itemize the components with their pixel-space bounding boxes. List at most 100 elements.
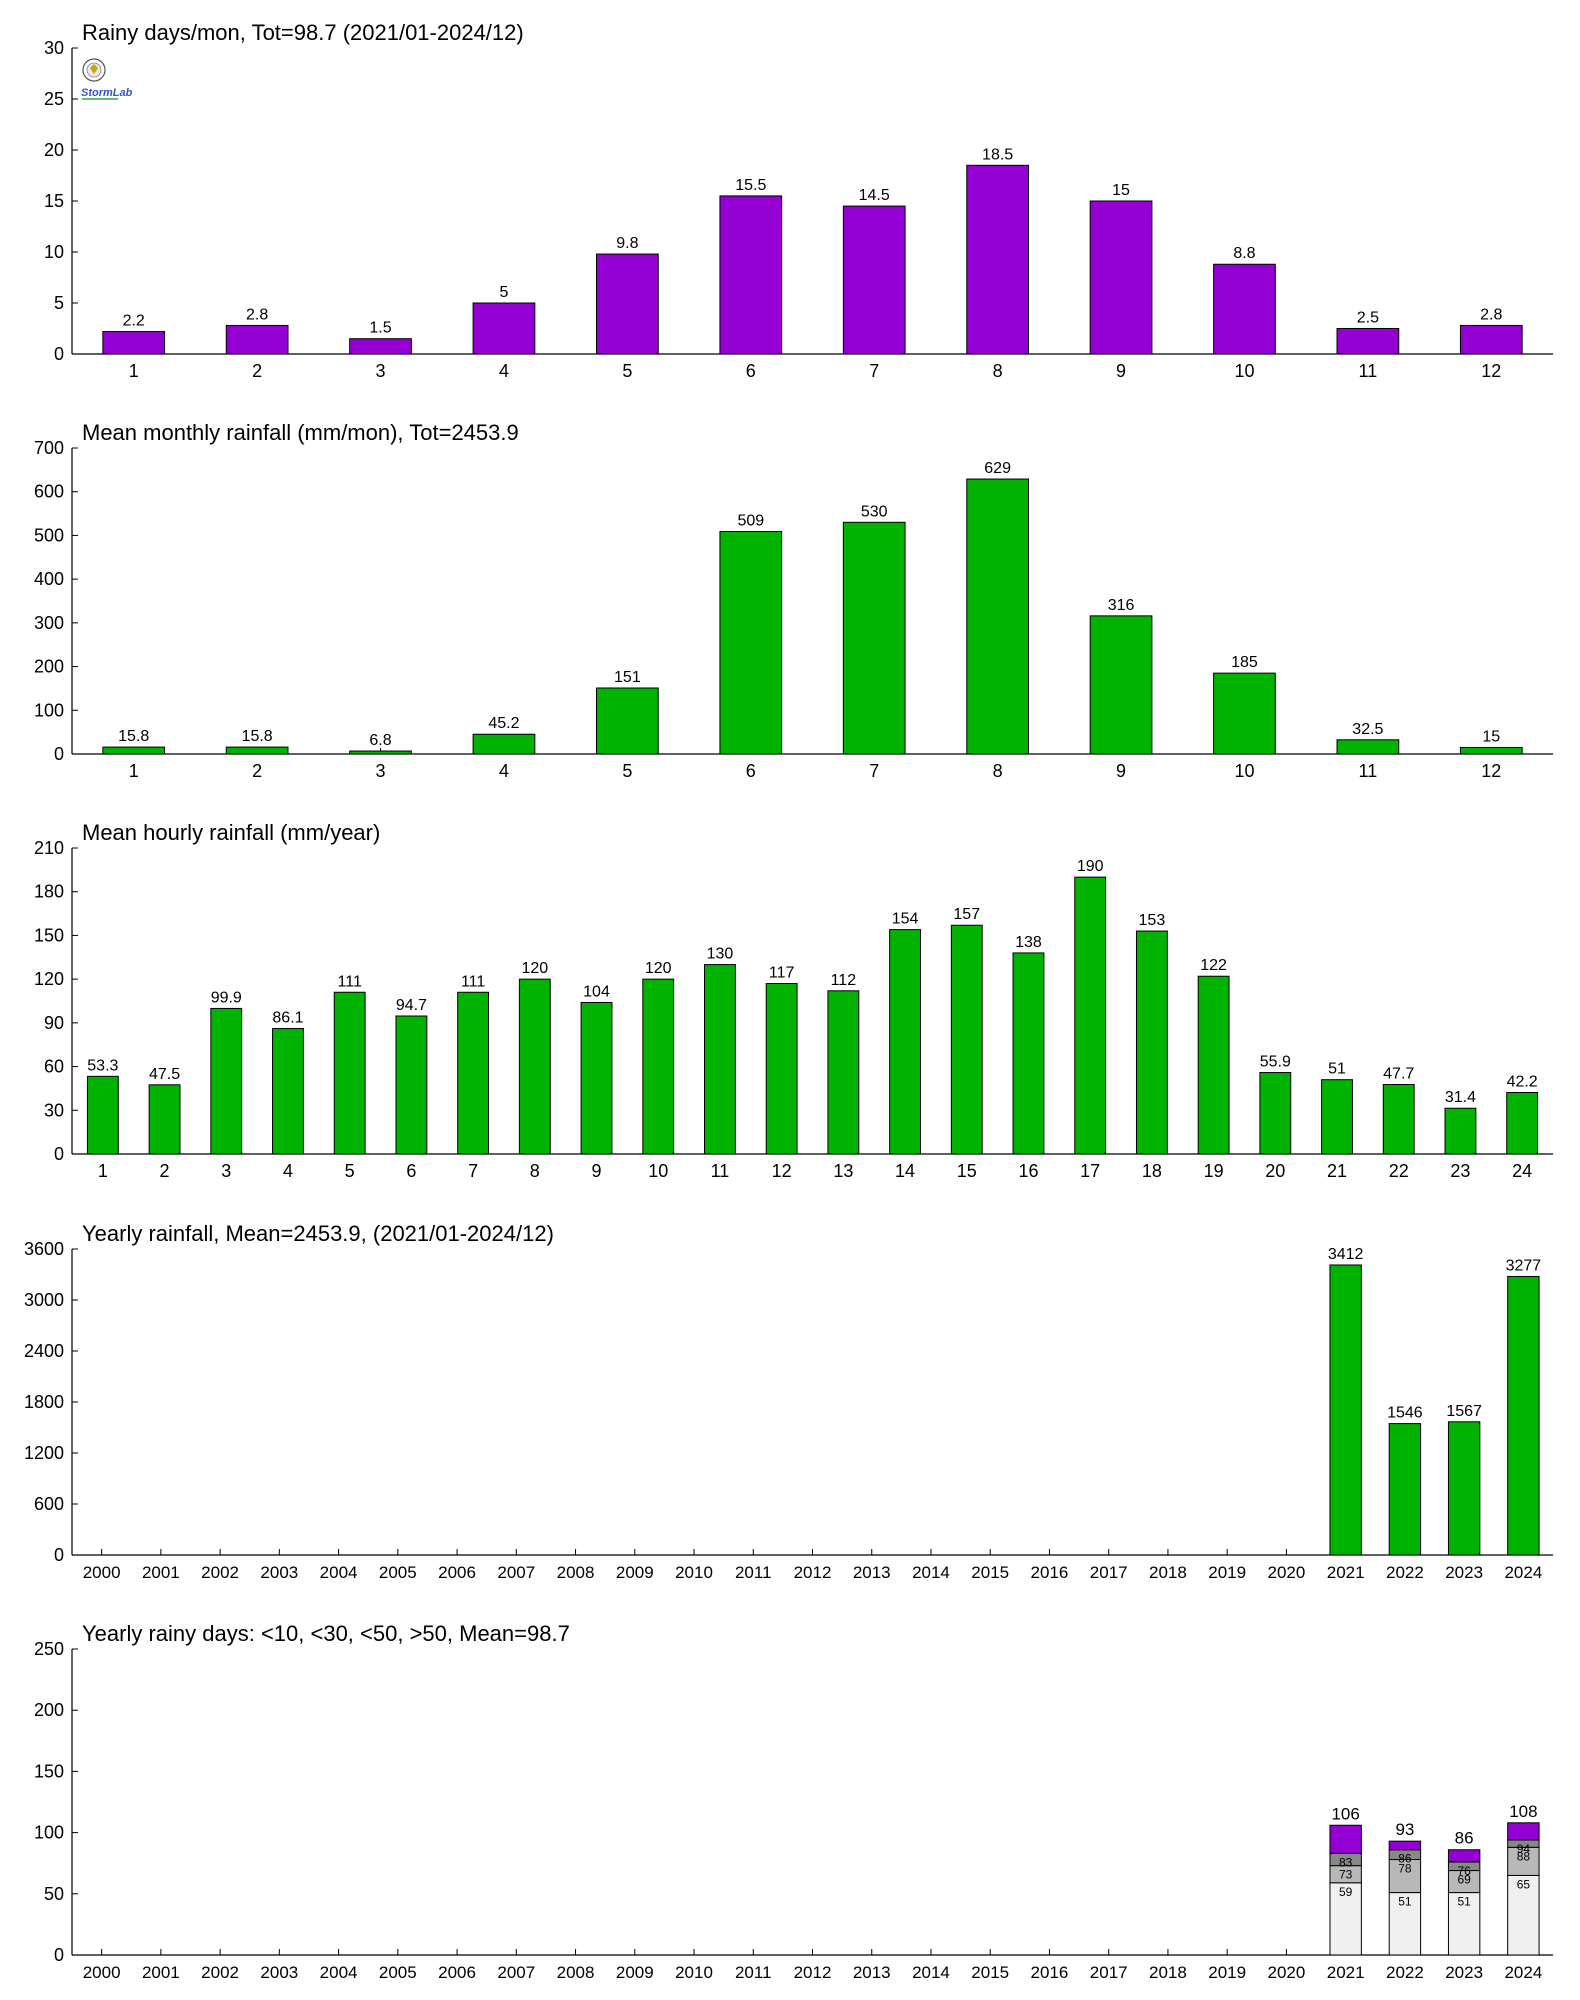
x-tick-label-yearly_rainy_days: 2013	[853, 1963, 891, 1982]
x-tick-label-hourly_rainfall: 18	[1142, 1161, 1162, 1181]
y-tick-label-yearly_rainy_days: 0	[54, 1945, 64, 1965]
bar-hourly_rainfall	[518, 978, 551, 1155]
total-label-yearly_rainy_days: 108	[1509, 1802, 1537, 1821]
x-tick-label-monthly_rainfall: 3	[376, 761, 386, 781]
x-tick-label-hourly_rainfall: 17	[1080, 1161, 1100, 1181]
data-label-hourly_rainfall: 154	[892, 911, 919, 928]
x-tick-label-monthly_rainfall: 8	[993, 761, 1003, 781]
x-tick-label-yearly_rainfall: 2008	[557, 1563, 595, 1582]
x-tick-label-monthly_rainfall: 6	[746, 761, 756, 781]
x-tick-label-rainy_days: 3	[376, 361, 386, 381]
x-tick-label-hourly_rainfall: 16	[1018, 1161, 1038, 1181]
x-tick-label-hourly_rainfall: 24	[1512, 1161, 1532, 1181]
data-label-rainy_days: 1.5	[369, 320, 391, 337]
data-label-rainy_days: 15.5	[735, 177, 766, 194]
x-tick-label-yearly_rainy_days: 2004	[320, 1963, 358, 1982]
x-tick-label-rainy_days: 12	[1481, 361, 1501, 381]
x-tick-label-hourly_rainfall: 3	[221, 1161, 231, 1181]
bar-rainy_days	[349, 338, 412, 355]
data-label-rainy_days: 2.8	[1480, 306, 1502, 323]
bar-hourly_rainfall	[1135, 930, 1168, 1155]
bar-hourly_rainfall	[1444, 1107, 1477, 1155]
bar-rainy_days	[472, 302, 536, 355]
y-tick-label-monthly_rainfall: 700	[34, 438, 64, 458]
x-tick-label-rainy_days: 11	[1359, 361, 1378, 381]
x-tick-label-hourly_rainfall: 12	[772, 1161, 792, 1181]
x-tick-label-yearly_rainy_days: 2014	[912, 1963, 950, 1982]
x-tick-label-yearly_rainy_days: 2006	[438, 1963, 476, 1982]
x-tick-label-hourly_rainfall: 8	[530, 1161, 540, 1181]
bar-hourly_rainfall	[457, 991, 490, 1155]
bar-monthly_rainfall	[842, 521, 906, 755]
y-tick-label-yearly_rainy_days: 100	[34, 1823, 64, 1843]
y-tick-label-yearly_rainfall: 0	[54, 1545, 64, 1565]
x-tick-label-yearly_rainy_days: 2016	[1031, 1963, 1069, 1982]
bar-hourly_rainfall	[889, 929, 921, 1155]
y-tick-label-yearly_rainy_days: 150	[34, 1761, 64, 1781]
data-label-monthly_rainfall: 32.5	[1352, 721, 1383, 738]
x-tick-label-yearly_rainfall: 2013	[853, 1563, 891, 1582]
segment-label-yearly_rainy_days: 88	[1517, 1849, 1531, 1863]
x-tick-label-yearly_rainfall: 2016	[1031, 1563, 1069, 1582]
data-label-monthly_rainfall: 15.8	[242, 728, 273, 745]
x-tick-label-yearly_rainy_days: 2005	[379, 1963, 417, 1982]
data-label-hourly_rainfall: 42.2	[1507, 1074, 1538, 1091]
data-label-hourly_rainfall: 86.1	[272, 1010, 303, 1027]
x-tick-label-yearly_rainfall: 2010	[675, 1563, 713, 1582]
stack-segment-yearly_rainy_days	[1388, 1840, 1422, 1851]
x-tick-label-monthly_rainfall: 4	[499, 761, 509, 781]
x-tick-label-yearly_rainfall: 2009	[616, 1563, 654, 1582]
x-tick-label-yearly_rainfall: 2004	[320, 1563, 358, 1582]
segment-label-yearly_rainy_days: 83	[1339, 1855, 1353, 1869]
y-tick-label-hourly_rainfall: 60	[44, 1057, 64, 1077]
data-label-hourly_rainfall: 51	[1328, 1061, 1346, 1078]
x-tick-label-yearly_rainy_days: 2019	[1208, 1963, 1246, 1982]
data-label-hourly_rainfall: 120	[645, 960, 672, 977]
stack-segment-yearly_rainy_days	[1507, 1874, 1540, 1956]
y-tick-label-yearly_rainfall: 3000	[24, 1290, 64, 1310]
x-tick-label-monthly_rainfall: 9	[1116, 761, 1126, 781]
data-label-hourly_rainfall: 157	[953, 906, 980, 923]
chart-title-rainy_days: Rainy days/mon, Tot=98.7 (2021/01-2024/1…	[82, 20, 524, 45]
bar-hourly_rainfall	[1382, 1083, 1415, 1155]
data-label-monthly_rainfall: 530	[861, 503, 888, 520]
data-label-rainy_days: 8.8	[1233, 245, 1255, 262]
x-tick-label-yearly_rainfall: 2024	[1504, 1563, 1542, 1582]
bar-hourly_rainfall	[1074, 876, 1107, 1155]
bar-hourly_rainfall	[1012, 952, 1045, 1155]
data-label-hourly_rainfall: 138	[1015, 934, 1042, 951]
bar-hourly_rainfall	[333, 991, 366, 1155]
data-label-monthly_rainfall: 6.8	[369, 732, 391, 749]
bar-rainy_days	[719, 195, 783, 355]
y-tick-label-rainy_days: 30	[44, 38, 64, 58]
bar-hourly_rainfall	[148, 1084, 181, 1155]
total-label-yearly_rainy_days: 93	[1395, 1820, 1414, 1839]
x-tick-label-yearly_rainy_days: 2018	[1149, 1963, 1187, 1982]
bar-rainy_days	[596, 253, 659, 355]
data-label-rainy_days: 5	[500, 284, 509, 301]
segment-label-yearly_rainy_days: 59	[1339, 1885, 1353, 1899]
data-label-rainy_days: 15	[1112, 182, 1130, 199]
bar-rainy_days	[966, 164, 1029, 355]
x-tick-label-yearly_rainfall: 2020	[1268, 1563, 1306, 1582]
x-tick-label-hourly_rainfall: 19	[1204, 1161, 1224, 1181]
x-tick-label-yearly_rainy_days: 2000	[83, 1963, 121, 1982]
stack-segment-yearly_rainy_days	[1507, 1846, 1540, 1876]
x-tick-label-yearly_rainfall: 2003	[260, 1563, 298, 1582]
bar-yearly_rainfall	[1329, 1264, 1362, 1556]
data-label-monthly_rainfall: 151	[614, 669, 641, 686]
y-tick-label-rainy_days: 25	[44, 89, 64, 109]
data-label-yearly_rainfall: 1567	[1446, 1403, 1482, 1420]
x-tick-label-hourly_rainfall: 1	[98, 1161, 108, 1181]
y-tick-label-yearly_rainfall: 3600	[24, 1239, 64, 1259]
x-tick-label-hourly_rainfall: 14	[895, 1161, 915, 1181]
x-tick-label-monthly_rainfall: 2	[252, 761, 262, 781]
data-label-rainy_days: 9.8	[616, 235, 638, 252]
y-tick-label-hourly_rainfall: 210	[34, 838, 64, 858]
x-tick-label-yearly_rainy_days: 2021	[1327, 1963, 1365, 1982]
bar-hourly_rainfall	[86, 1075, 119, 1155]
bar-hourly_rainfall	[1259, 1072, 1292, 1155]
y-tick-label-rainy_days: 5	[54, 293, 64, 313]
data-label-monthly_rainfall: 509	[737, 512, 764, 529]
data-label-monthly_rainfall: 185	[1231, 654, 1258, 671]
